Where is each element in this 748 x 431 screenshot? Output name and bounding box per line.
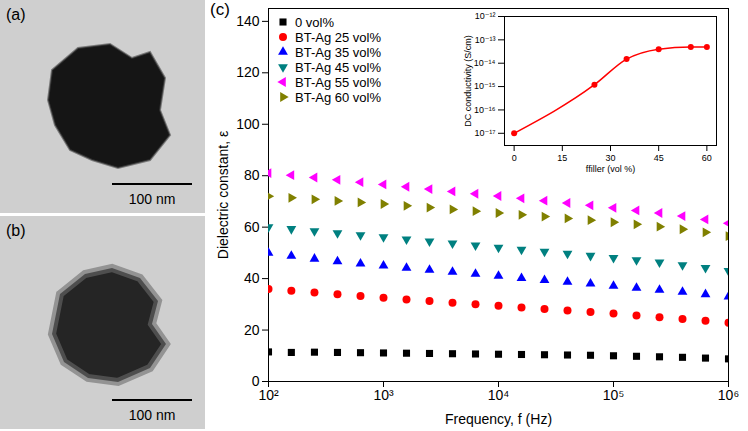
svg-text:20: 20 (244, 322, 260, 338)
svg-text:BT-Ag 55 vol%: BT-Ag 55 vol% (295, 75, 381, 90)
svg-text:BT-Ag 35 vol%: BT-Ag 35 vol% (295, 45, 381, 60)
svg-text:30: 30 (605, 153, 615, 163)
svg-text:10⁻¹⁴: 10⁻¹⁴ (474, 58, 496, 68)
svg-text:ffiller (vol %): ffiller (vol %) (586, 164, 635, 174)
svg-text:80: 80 (244, 167, 260, 183)
svg-text:40: 40 (244, 270, 260, 286)
svg-text:10²: 10² (258, 387, 279, 403)
svg-text:10⁻¹⁷: 10⁻¹⁷ (474, 128, 495, 138)
svg-text:140: 140 (236, 13, 260, 29)
svg-text:(a): (a) (6, 6, 26, 23)
svg-text:10⁵: 10⁵ (603, 387, 624, 403)
svg-text:10⁻¹⁵: 10⁻¹⁵ (474, 81, 496, 91)
svg-text:100 nm: 100 nm (129, 407, 176, 423)
svg-text:(b): (b) (6, 222, 26, 239)
svg-text:BT-Ag 25 vol%: BT-Ag 25 vol% (295, 30, 381, 45)
svg-text:10⁻¹³: 10⁻¹³ (475, 35, 496, 45)
svg-text:100 nm: 100 nm (129, 191, 176, 207)
svg-text:BT-Ag 60 vol%: BT-Ag 60 vol% (295, 90, 381, 105)
svg-text:0 vol%: 0 vol% (295, 15, 334, 30)
svg-text:45: 45 (654, 153, 664, 163)
svg-text:10⁶: 10⁶ (718, 387, 739, 403)
svg-text:10⁻¹²: 10⁻¹² (475, 11, 496, 21)
svg-text:100: 100 (236, 116, 260, 132)
html-text:(c): (c) (210, 0, 230, 19)
svg-text:60: 60 (244, 219, 260, 235)
svg-text:10³: 10³ (373, 387, 394, 403)
svg-text:10⁻¹⁶: 10⁻¹⁶ (474, 105, 496, 115)
svg-text:60: 60 (702, 153, 712, 163)
svg-text:BT-Ag 45 vol%: BT-Ag 45 vol% (295, 60, 381, 75)
svg-text:10⁴: 10⁴ (488, 387, 510, 403)
svg-text:0: 0 (512, 153, 517, 163)
svg-text:Dielectric constant, ε: Dielectric constant, ε (215, 131, 231, 259)
svg-text:DC conductivity (S/cm): DC conductivity (S/cm) (463, 35, 473, 127)
svg-text:120: 120 (236, 64, 260, 80)
svg-text:Frequency, f (Hz): Frequency, f (Hz) (445, 411, 552, 427)
svg-text:0: 0 (251, 373, 260, 389)
svg-text:15: 15 (557, 153, 567, 163)
